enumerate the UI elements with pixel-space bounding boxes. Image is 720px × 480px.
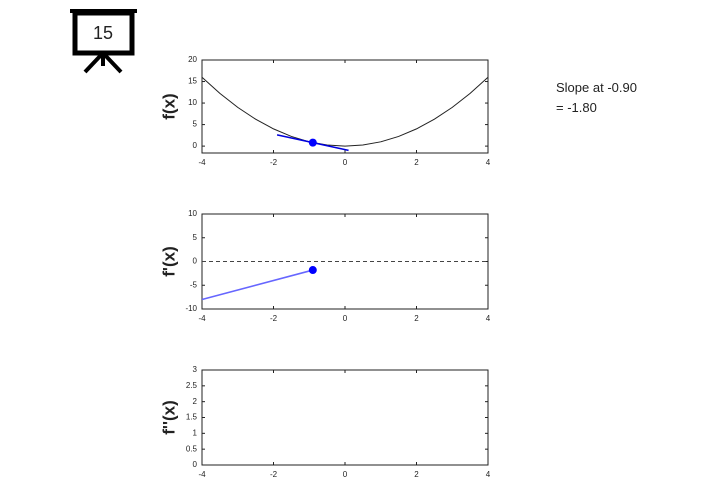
line: [201, 76, 489, 147]
plot-frame: [201, 369, 489, 466]
x-tick-label: 2: [414, 314, 419, 323]
y-tick-label: 2.5: [186, 381, 198, 390]
annotation: = -1.80: [556, 100, 597, 115]
x-tick-label: 4: [486, 314, 491, 323]
x-tick-label: -4: [198, 314, 206, 323]
y-tick-label: -10: [185, 304, 197, 313]
y-tick-label: 10: [188, 98, 197, 107]
x-tick-label: 0: [343, 314, 348, 323]
y-axis-label: f''(x): [159, 400, 178, 435]
x-tick-label: -2: [270, 470, 278, 479]
easel-icon: 15: [70, 9, 137, 74]
x-tick-label: -4: [198, 470, 206, 479]
x-tick-label: -2: [270, 314, 278, 323]
x-tick-label: -4: [198, 158, 206, 167]
annotation: Slope at -0.90: [556, 80, 637, 95]
y-tick-label: 0: [193, 257, 198, 266]
x-tick-label: 4: [486, 470, 491, 479]
y-axis-label: f(x): [159, 93, 178, 119]
y-tick-label: 20: [188, 55, 197, 64]
point: [308, 138, 317, 147]
x-tick-label: 2: [414, 158, 419, 167]
y-tick-label: 1.5: [186, 413, 198, 422]
y-tick-label: 10: [188, 209, 197, 218]
y-tick-label: 15: [188, 77, 197, 86]
plot-frame: [201, 59, 489, 154]
y-tick-label: 5: [193, 120, 198, 129]
y-tick-label: -5: [190, 280, 198, 289]
y-tick-label: 0: [193, 460, 198, 469]
x-tick-label: 4: [486, 158, 491, 167]
slide-number: 15: [93, 23, 113, 43]
y-tick-label: 2: [193, 397, 198, 406]
point: [308, 266, 317, 275]
chart: -4 -2 0 2 4 -10 -5 0 5 10 f'(x): [159, 209, 490, 323]
x-tick-label: -2: [270, 158, 278, 167]
line: [201, 269, 314, 301]
y-tick-label: 0: [193, 141, 198, 150]
chart: -4 -2 0 2 4 0 5 10 15 20 f(x): [159, 55, 490, 167]
y-tick-label: 3: [193, 365, 198, 374]
x-tick-label: 0: [343, 158, 348, 167]
y-tick-label: 0.5: [186, 444, 198, 453]
x-tick-label: 2: [414, 470, 419, 479]
x-tick-label: 0: [343, 470, 348, 479]
y-axis-label: f'(x): [159, 246, 178, 276]
chart: -4 -2 0 2 4 0 0.5 1 1.5 2 2.5 3 f''(x): [159, 365, 490, 479]
y-tick-label: 5: [193, 233, 198, 242]
y-tick-label: 1: [193, 428, 198, 437]
